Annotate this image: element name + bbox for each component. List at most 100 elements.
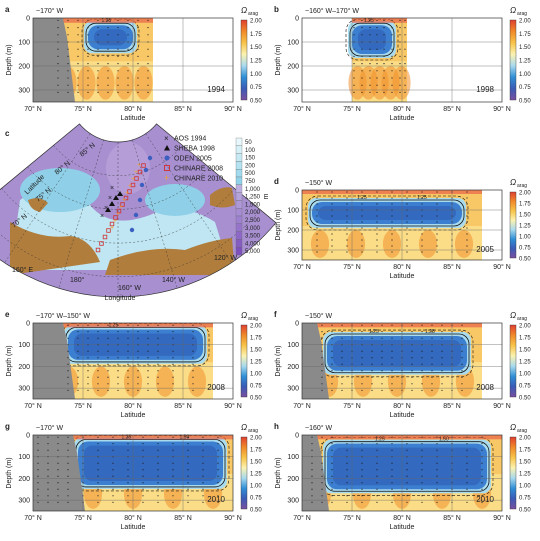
sample-dot bbox=[57, 70, 59, 72]
orange-patch bbox=[115, 66, 134, 100]
sample-dot bbox=[361, 436, 363, 438]
sample-dot bbox=[391, 389, 393, 391]
sample-dot bbox=[466, 215, 468, 217]
sample-dot bbox=[346, 501, 348, 503]
colorbar-tick-label: 0.75 bbox=[519, 246, 531, 252]
sample-dot bbox=[391, 55, 393, 58]
sample-dot bbox=[353, 63, 355, 65]
sample-dot bbox=[112, 495, 114, 497]
sample-dot bbox=[57, 84, 59, 86]
sample-dot bbox=[331, 337, 333, 339]
sample-dot bbox=[77, 55, 79, 58]
sample-dot bbox=[107, 324, 109, 326]
colorbar-tick-label: 1.00 bbox=[519, 372, 531, 378]
colorbar-tick-label: 1.00 bbox=[250, 372, 262, 378]
sample-dot bbox=[202, 488, 204, 490]
omega-label: Ω bbox=[510, 178, 516, 187]
sample-dot bbox=[117, 48, 119, 50]
sample-dot bbox=[172, 462, 174, 464]
sample-dot bbox=[107, 337, 109, 339]
sample-dot bbox=[57, 475, 59, 477]
section-field-e bbox=[33, 323, 233, 399]
sample-dot bbox=[311, 475, 313, 477]
sample-dot bbox=[137, 55, 139, 58]
sample-dot bbox=[391, 331, 393, 333]
sample-dot bbox=[421, 245, 423, 247]
panel-letter: f bbox=[274, 310, 277, 319]
sample-dot bbox=[77, 84, 79, 86]
sample-dot bbox=[421, 203, 423, 205]
year-label: 2010 bbox=[207, 495, 225, 504]
sample-dot bbox=[67, 383, 69, 385]
colorbar-tick-label: 1.75 bbox=[250, 336, 262, 342]
sample-dot bbox=[107, 77, 109, 79]
sample-dot bbox=[127, 350, 129, 352]
sample-dot bbox=[353, 84, 355, 86]
sample-dot bbox=[341, 383, 343, 385]
undersaturated-core-deep bbox=[94, 29, 127, 46]
station-aos-1994: × bbox=[110, 185, 114, 192]
undersaturated-core-deep bbox=[333, 340, 461, 367]
sample-dot bbox=[361, 475, 363, 477]
sample-dot bbox=[97, 27, 99, 29]
sample-dot bbox=[361, 350, 363, 352]
colorbar-tick-label: 1.25 bbox=[250, 59, 262, 65]
sample-dot bbox=[97, 383, 99, 385]
sample-dot bbox=[466, 443, 468, 445]
sample-dot bbox=[361, 337, 363, 339]
sample-dot bbox=[172, 376, 174, 378]
sample-dot bbox=[361, 331, 363, 333]
omega-subscript: arag bbox=[248, 316, 258, 322]
sample-dot bbox=[481, 501, 483, 503]
sample-dot bbox=[353, 55, 355, 58]
sample-dot bbox=[127, 495, 129, 497]
y-tick-label: 300 bbox=[287, 248, 299, 255]
station-sheba-1998 bbox=[117, 191, 123, 196]
sample-dot bbox=[461, 376, 463, 378]
sample-dot bbox=[142, 462, 144, 464]
sample-dot bbox=[436, 482, 438, 484]
sample-dot bbox=[399, 48, 401, 50]
sample-dot bbox=[431, 376, 433, 378]
station-chinare-2010: + bbox=[137, 162, 141, 169]
sample-dot bbox=[187, 482, 189, 484]
sample-dot bbox=[127, 389, 129, 391]
sample-dot bbox=[404, 77, 406, 79]
sample-dot bbox=[57, 63, 59, 65]
sample-dot bbox=[147, 48, 149, 50]
sample-dot bbox=[117, 324, 119, 326]
sample-dot bbox=[361, 203, 363, 205]
sample-dot bbox=[107, 70, 109, 72]
sample-dot bbox=[67, 331, 69, 333]
sample-dot bbox=[331, 475, 333, 477]
colorbar-tick-label: 0.50 bbox=[519, 257, 531, 263]
sample-dot bbox=[346, 475, 348, 477]
sample-dot bbox=[127, 357, 129, 359]
sample-dot bbox=[57, 449, 59, 451]
sample-dot bbox=[67, 370, 69, 372]
station-chinare-2008 bbox=[130, 182, 136, 188]
sample-dot bbox=[353, 77, 355, 79]
colorbar-tick-label: 0.50 bbox=[519, 99, 531, 105]
sample-dot bbox=[157, 436, 159, 438]
sample-dot bbox=[142, 449, 144, 451]
station-chinare-2008 bbox=[120, 202, 125, 207]
sample-dot bbox=[391, 482, 393, 484]
sample-dot bbox=[57, 488, 59, 490]
sample-dot bbox=[376, 34, 378, 36]
y-tick-label: 300 bbox=[287, 386, 299, 393]
sample-dot bbox=[391, 221, 393, 223]
sample-dot bbox=[331, 191, 333, 193]
sample-dot bbox=[431, 337, 433, 339]
sample-dot bbox=[187, 475, 189, 477]
station-sheba-1998 bbox=[113, 195, 119, 200]
depth-scale-swatch bbox=[235, 176, 243, 185]
y-tick-label: 100 bbox=[18, 454, 30, 461]
sample-dot bbox=[147, 363, 149, 365]
colorbar-tick-label: 1.50 bbox=[519, 45, 531, 51]
sample-dot bbox=[381, 357, 383, 359]
sample-dot bbox=[421, 363, 423, 365]
sample-dot bbox=[57, 495, 59, 497]
sample-dot bbox=[192, 370, 194, 372]
